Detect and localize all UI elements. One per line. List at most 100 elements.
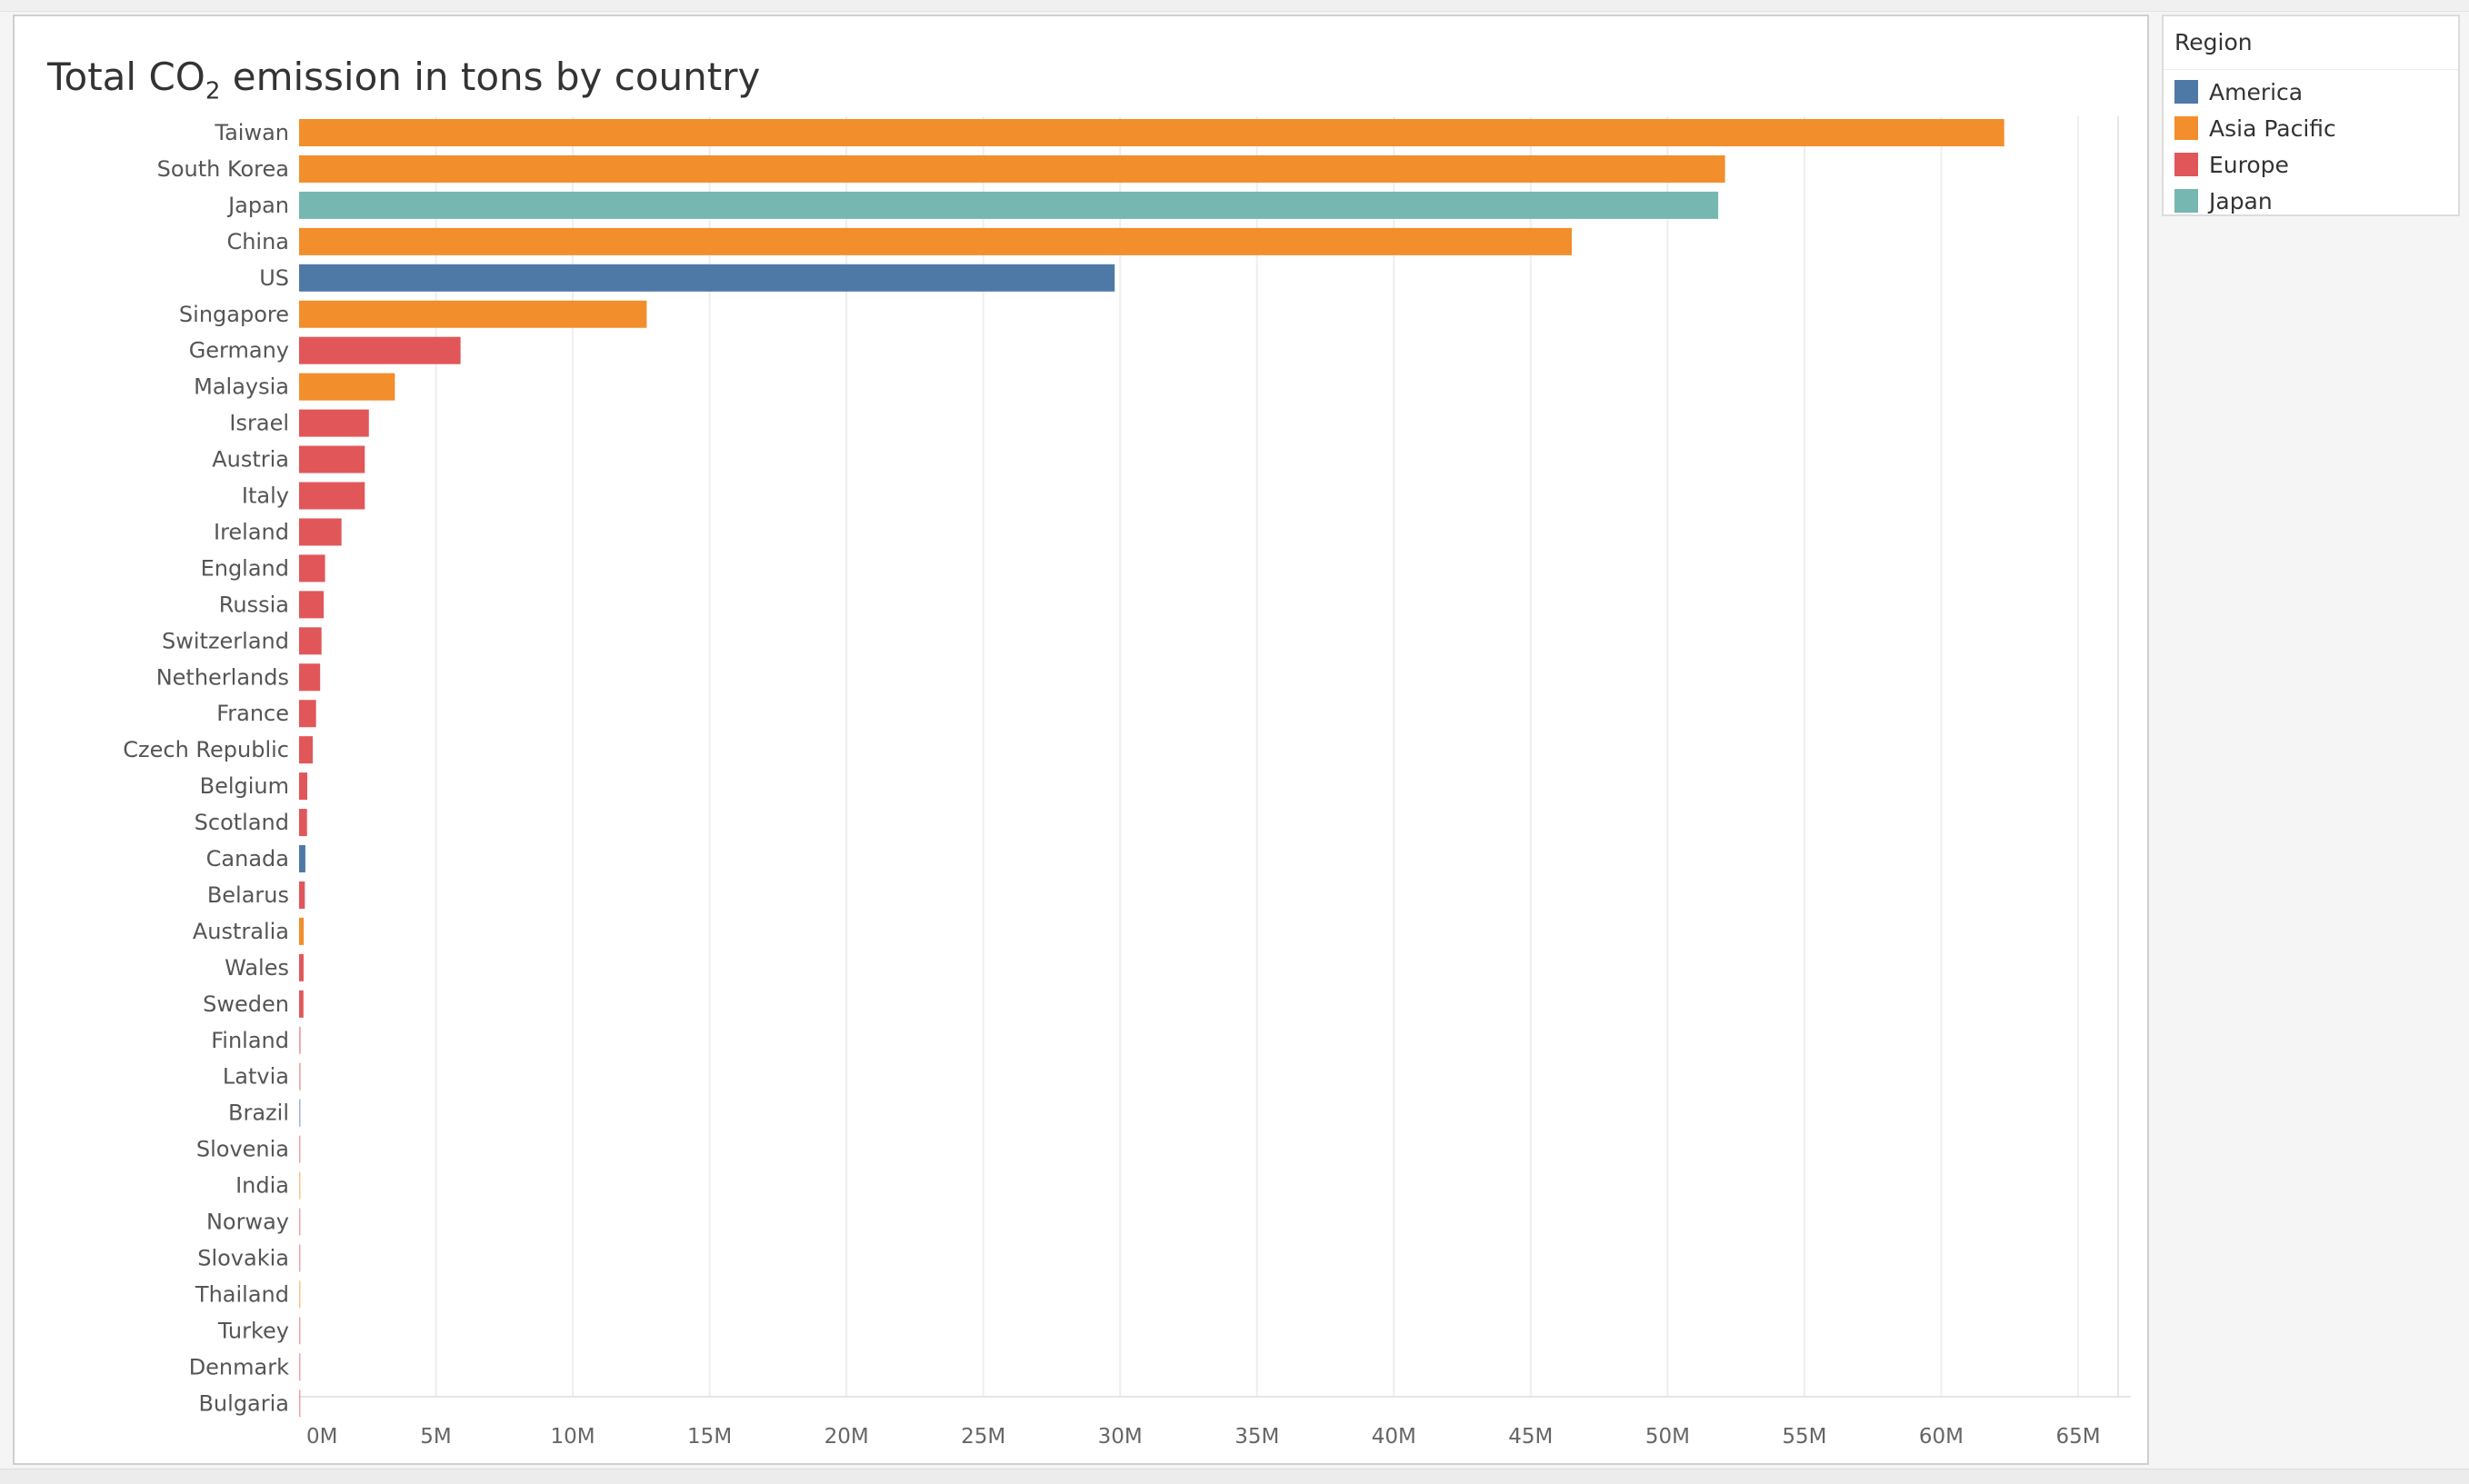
chart-panel: Total CO2 emission in tons by country Ta… [13,15,2149,1465]
x-tick-label-20m: 20M [825,1425,869,1449]
category-label-finland: Finland [211,1028,289,1053]
bar-bulgaria[interactable] [299,1389,301,1418]
legend-swatch-europe [2174,153,2198,176]
gridlines [435,116,2079,1397]
bar-netherlands[interactable] [299,663,321,692]
legend-label-europe: Europe [2209,151,2289,178]
bar-austria[interactable] [299,445,365,473]
category-label-norway: Norway [206,1210,289,1235]
x-tick-label-15m: 15M [687,1425,732,1449]
bar-brazil[interactable] [299,1099,301,1127]
bar-japan[interactable] [299,191,1719,219]
x-tick-label-35m: 35M [1234,1425,1279,1449]
x-tick-label-45m: 45M [1508,1425,1553,1449]
legend-swatch-america [2174,80,2198,104]
legend-item-asia-pacific[interactable]: Asia Pacific [2174,113,2336,144]
chart-title-rest: emission in tons by country [220,55,761,99]
bar-belgium[interactable] [299,772,308,801]
category-label-wales: Wales [225,955,289,981]
legend-swatch-japan [2174,189,2198,213]
x-tick-label-5m: 5M [420,1425,451,1449]
category-label-bulgaria: Bulgaria [198,1390,289,1416]
category-label-canada: Canada [206,846,289,871]
bar-us[interactable] [299,264,1115,292]
legend-item-america[interactable]: America [2174,76,2303,107]
bar-canada[interactable] [299,845,305,872]
bar-south-korea[interactable] [299,154,1725,183]
category-label-france: France [216,701,289,726]
chart-title: Total CO2 emission in tons by country [47,55,760,105]
bar-taiwan[interactable] [299,119,2004,146]
category-label-austria: Austria [212,447,289,473]
category-label-ireland: Ireland [214,519,289,544]
legend-divider [2164,69,2458,70]
bar-malaysia[interactable] [299,373,395,401]
x-tick-label-55m: 55M [1782,1425,1826,1449]
bar-chart: Taiwan South Korea Japan China US Singapore Ge… [123,116,2134,1449]
bar-czech-republic[interactable] [299,736,314,764]
x-tick-label-60m: 60M [1919,1425,1964,1449]
bar-norway[interactable] [299,1208,301,1236]
bar-slovenia[interactable] [299,1135,301,1163]
bar-finland[interactable] [299,1026,301,1054]
bar-singapore[interactable] [299,300,647,328]
plot-background [299,116,2134,1396]
x-tick-label-50m: 50M [1645,1425,1690,1449]
legend-label-japan: Japan [2209,187,2273,214]
x-tick-label-25m: 25M [961,1425,1005,1449]
category-label-belgium: Belgium [200,773,289,799]
category-label-latvia: Latvia [223,1064,289,1090]
legend-title: Region [2174,29,2253,55]
category-label-czech-republic: Czech Republic [123,737,289,762]
legend-panel: Region America Asia Pacific Europe Japan [2162,15,2460,216]
bar-italy[interactable] [299,482,365,510]
category-label-china: China [226,229,289,254]
category-labels: Taiwan South Korea Japan China US Singapore Ge… [123,120,289,1416]
category-label-slovakia: Slovakia [197,1245,289,1270]
legend-label-america: America [2209,78,2304,105]
category-label-england: England [201,555,289,581]
legend-item-japan[interactable]: Japan [2174,185,2273,216]
category-label-turkey: Turkey [217,1318,289,1343]
bar-switzerland[interactable] [299,627,322,655]
bar-russia[interactable] [299,591,325,619]
bar-israel[interactable] [299,409,369,437]
x-tick-label-30m: 30M [1098,1425,1143,1449]
x-tick-label-40m: 40M [1372,1425,1416,1449]
bar-scotland[interactable] [299,809,307,837]
bar-australia[interactable] [299,917,305,945]
category-label-brazil: Brazil [228,1101,289,1126]
category-label-scotland: Scotland [195,810,289,835]
bar-china[interactable] [299,227,1573,255]
category-label-belarus: Belarus [207,882,289,908]
bar-slovakia[interactable] [299,1244,301,1272]
bar-india[interactable] [299,1171,301,1200]
category-label-denmark: Denmark [189,1354,289,1379]
bar-wales[interactable] [299,953,304,981]
category-label-switzerland: Switzerland [162,628,289,653]
category-label-singapore: Singapore [179,302,289,327]
legend-swatch-asia-pacific [2174,116,2198,140]
bar-denmark[interactable] [299,1353,301,1381]
bar-belarus[interactable] [299,881,305,909]
category-label-thailand: Thailand [195,1281,289,1307]
bar-france[interactable] [299,700,316,728]
x-tick-label-10m: 10M [551,1425,595,1449]
x-tick-label-0m: 0M [306,1425,337,1449]
category-label-malaysia: Malaysia [194,374,289,400]
x-tick-label-65m: 65M [2055,1425,2100,1449]
bar-turkey[interactable] [299,1317,301,1345]
chart-title-subscript: 2 [205,77,221,105]
legend-item-europe[interactable]: Europe [2174,149,2289,180]
bar-england[interactable] [299,554,325,583]
category-label-israel: Israel [229,411,289,436]
bar-latvia[interactable] [299,1062,301,1091]
bar-ireland[interactable] [299,518,342,546]
bar-sweden[interactable] [299,990,304,1018]
category-label-sweden: Sweden [203,991,289,1017]
category-label-japan: Japan [226,193,289,218]
window-bottom-strip [0,1469,2469,1484]
bar-thailand[interactable] [299,1280,301,1309]
category-label-taiwan: Taiwan [214,120,289,145]
bar-germany[interactable] [299,336,461,364]
